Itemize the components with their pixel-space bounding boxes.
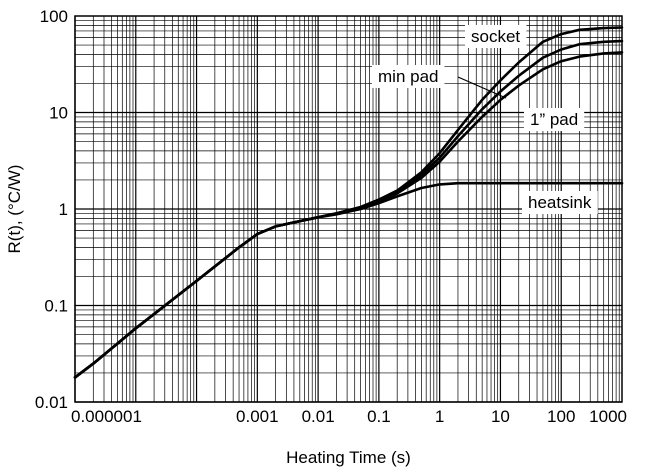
series-labels: socket min pad 1” pad heatsink: [372, 25, 598, 214]
y-tick-label: 1: [59, 200, 68, 219]
series-lines: [73, 26, 624, 379]
x-axis-title: Heating Time (s): [286, 448, 411, 467]
series-label-3: heatsink: [528, 193, 592, 212]
series-label-background: [465, 25, 527, 48]
series-label-2: 1” pad: [530, 110, 578, 129]
series-line-3: [73, 181, 624, 379]
series-label-1: min pad: [378, 67, 438, 86]
x-tick-label: 1: [435, 407, 444, 426]
series-label-background: [372, 65, 445, 88]
y-tick-labels: 0.01 0.1 1 10 100: [35, 7, 68, 412]
min-pad-leader-line: [457, 76, 507, 99]
y-axis-title: R(t), (°C/W): [5, 165, 24, 254]
x-tick-label: 0.01: [302, 407, 335, 426]
x-tick-label: 0.001: [236, 407, 279, 426]
plot-frame: [74, 15, 623, 403]
x-tick-label: 0.1: [367, 407, 391, 426]
x-tick-label: 0.000001: [71, 407, 142, 426]
series-label-background: [522, 191, 598, 214]
x-tick-labels: 0.000001 0.001 0.01 0.1 1 10 100 1000: [71, 407, 627, 426]
y-tick-label: 0.01: [35, 393, 68, 412]
x-tick-label: 1000: [589, 407, 627, 426]
y-tick-label: 100: [40, 7, 68, 26]
y-tick-label: 10: [49, 104, 68, 123]
series-line-2: [73, 51, 624, 379]
x-tick-label: 100: [547, 407, 575, 426]
series-label-0: socket: [471, 27, 520, 46]
x-tick-label: 10: [491, 407, 510, 426]
y-tick-label: 0.1: [44, 297, 68, 316]
series-label-background: [524, 108, 585, 131]
